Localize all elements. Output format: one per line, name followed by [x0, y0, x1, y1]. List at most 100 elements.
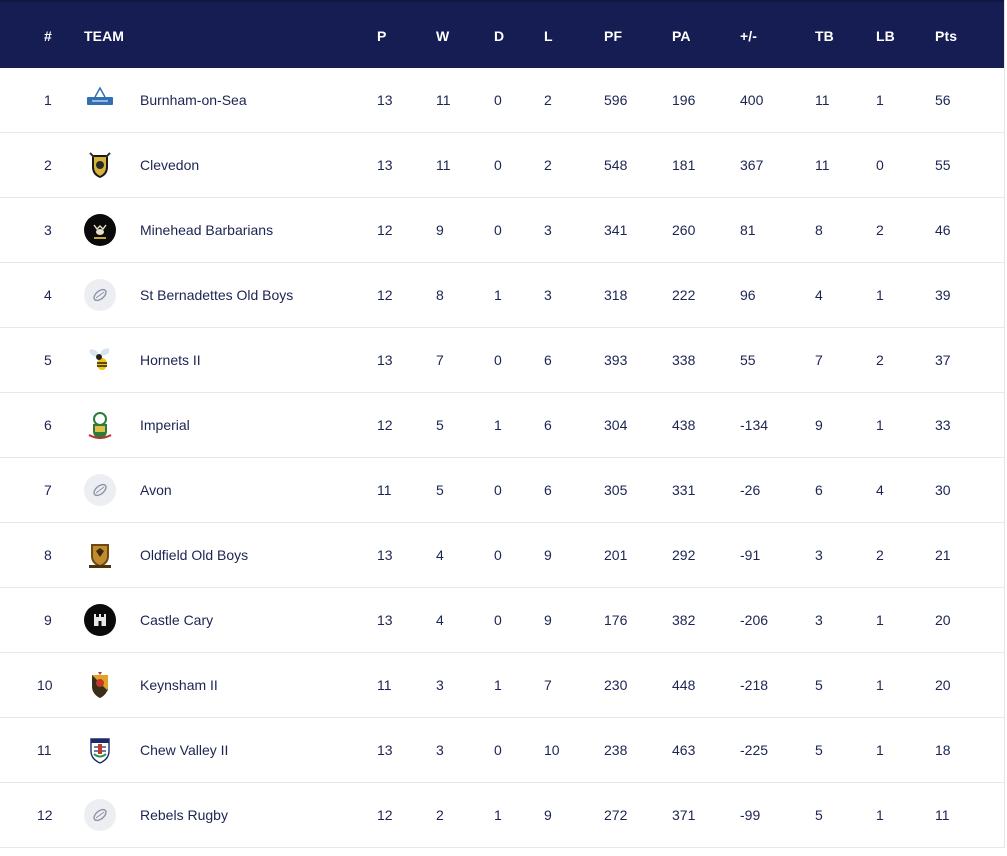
team-name-link[interactable]: Avon: [140, 482, 172, 498]
team-name-link[interactable]: Rebels Rugby: [140, 807, 228, 823]
won-cell: 8: [436, 287, 444, 303]
team-name-link[interactable]: Oldfield Old Boys: [140, 547, 249, 563]
try-bonus-cell: 11: [815, 92, 830, 108]
imperial-crest-icon: [84, 409, 116, 441]
losing-bonus-cell: 2: [876, 547, 884, 563]
played-cell: 13: [377, 547, 393, 563]
team-name-link[interactable]: Clevedon: [140, 157, 200, 173]
team-name-link[interactable]: Castle Cary: [140, 612, 214, 628]
lost-cell: 9: [544, 612, 552, 628]
won-cell: 11: [436, 157, 451, 173]
table-row: 2 13 11 0 2 548 181 367 11 0 55 Clevedon: [0, 133, 1004, 198]
table-row: 3 12 9 0 3 341 260 81 8 2 46 Minehead Barbarians: [0, 198, 1004, 263]
losing-bonus-cell: 1: [876, 677, 884, 693]
won-cell: 9: [436, 222, 444, 238]
team-name-link[interactable]: Hornets II: [140, 352, 201, 368]
rank-cell: 12: [37, 807, 53, 823]
rank-cell: 9: [44, 612, 52, 628]
rugby-ball-placeholder-icon: [84, 279, 116, 311]
lost-cell: 2: [544, 92, 552, 108]
points-against-cell: 438: [672, 417, 696, 433]
losing-bonus-cell: 1: [876, 807, 884, 823]
points-for-cell: 548: [604, 157, 628, 173]
points-against-cell: 448: [672, 677, 696, 693]
points-difference-cell: -99: [740, 807, 761, 823]
rank-cell: 2: [44, 157, 52, 173]
points-for-cell: 393: [604, 352, 628, 368]
points-for-cell: 230: [604, 677, 628, 693]
drawn-cell: 1: [494, 677, 502, 693]
points-cell: 37: [935, 352, 951, 368]
points-cell: 55: [935, 157, 951, 173]
table-row: 11 13 3 0 10 238 463 -225 5 1 18 Chew Valley II: [0, 718, 1004, 783]
points-against-cell: 196: [672, 92, 696, 108]
points-difference-cell: -91: [740, 547, 761, 563]
team-name-link[interactable]: Imperial: [140, 417, 190, 433]
header-team: TEAM: [84, 28, 125, 44]
points-for-cell: 238: [604, 742, 628, 758]
points-cell: 11: [935, 807, 950, 823]
points-against-cell: 463: [672, 742, 696, 758]
points-cell: 30: [935, 482, 951, 498]
played-cell: 11: [377, 677, 392, 693]
lost-cell: 3: [544, 222, 552, 238]
team-name-link[interactable]: Keynsham II: [140, 677, 218, 693]
header-won: W: [436, 28, 450, 44]
points-difference-cell: -134: [740, 417, 769, 433]
rank-cell: 3: [44, 222, 52, 238]
team-name-link[interactable]: Chew Valley II: [140, 742, 229, 758]
won-cell: 4: [436, 547, 444, 563]
points-difference-cell: -225: [740, 742, 769, 758]
header-lost: L: [544, 28, 553, 44]
points-difference-cell: 96: [740, 287, 756, 303]
try-bonus-cell: 8: [815, 222, 823, 238]
lost-cell: 6: [544, 352, 552, 368]
table-row: 12 12 2 1 9 272 371 -99 5 1 11 Rebels Rugby: [0, 783, 1004, 848]
drawn-cell: 0: [494, 547, 502, 563]
played-cell: 12: [377, 417, 393, 433]
rank-cell: 5: [44, 352, 52, 368]
header-losing-bonus: LB: [876, 28, 895, 44]
table-row: 5 13 7 0 6 393 338 55 7 2 37 Hornets II: [0, 328, 1004, 393]
lost-cell: 7: [544, 677, 552, 693]
rank-cell: 8: [44, 547, 52, 563]
table-row: 7 11 5 0 6 305 331 -26 6 4 30 Avon: [0, 458, 1004, 523]
drawn-cell: 0: [494, 482, 502, 498]
header-played: P: [377, 28, 387, 44]
drawn-cell: 1: [494, 807, 502, 823]
won-cell: 3: [436, 742, 444, 758]
drawn-cell: 0: [494, 742, 502, 758]
clevedon-crest-icon: [84, 149, 116, 181]
points-difference-cell: -26: [740, 482, 761, 498]
drawn-cell: 0: [494, 92, 502, 108]
points-against-cell: 222: [672, 287, 696, 303]
try-bonus-cell: 7: [815, 352, 823, 368]
header-rank: #: [44, 28, 52, 44]
losing-bonus-cell: 0: [876, 157, 884, 173]
losing-bonus-cell: 1: [876, 287, 884, 303]
points-for-cell: 201: [604, 547, 628, 563]
rank-cell: 4: [44, 287, 52, 303]
won-cell: 3: [436, 677, 444, 693]
table-row: 6 12 5 1 6 304 438 -134 9 1 33 Imperial: [0, 393, 1004, 458]
team-name-link[interactable]: Burnham-on-Sea: [140, 92, 247, 108]
points-cell: 39: [935, 287, 951, 303]
points-difference-cell: 367: [740, 157, 764, 173]
rank-cell: 10: [37, 677, 53, 693]
losing-bonus-cell: 1: [876, 742, 884, 758]
team-name-link[interactable]: St Bernadettes Old Boys: [140, 287, 294, 303]
keynsham-crest-icon: [84, 669, 116, 701]
points-against-cell: 331: [672, 482, 696, 498]
played-cell: 12: [377, 807, 393, 823]
table-row: 10 11 3 1 7 230 448 -218 5 1 20 Keynsham II: [0, 653, 1004, 718]
team-name-link[interactable]: Minehead Barbarians: [140, 222, 274, 238]
table-row: 9 13 4 0 9 176 382 -206 3 1 20 Castle Cary: [0, 588, 1004, 653]
table-row: 1 13 11 0 2 596 196 400 11 1 56 Burnham-on-Sea: [0, 68, 1004, 133]
points-difference-cell: 81: [740, 222, 756, 238]
won-cell: 4: [436, 612, 444, 628]
table-body: 1 13 11 0 2 596 196 400 11 1 56 Burnham-on-Sea 2 13 11…: [0, 68, 1004, 848]
minehead-crest-icon: [84, 214, 116, 246]
points-for-cell: 176: [604, 612, 628, 628]
points-difference-cell: 400: [740, 92, 764, 108]
